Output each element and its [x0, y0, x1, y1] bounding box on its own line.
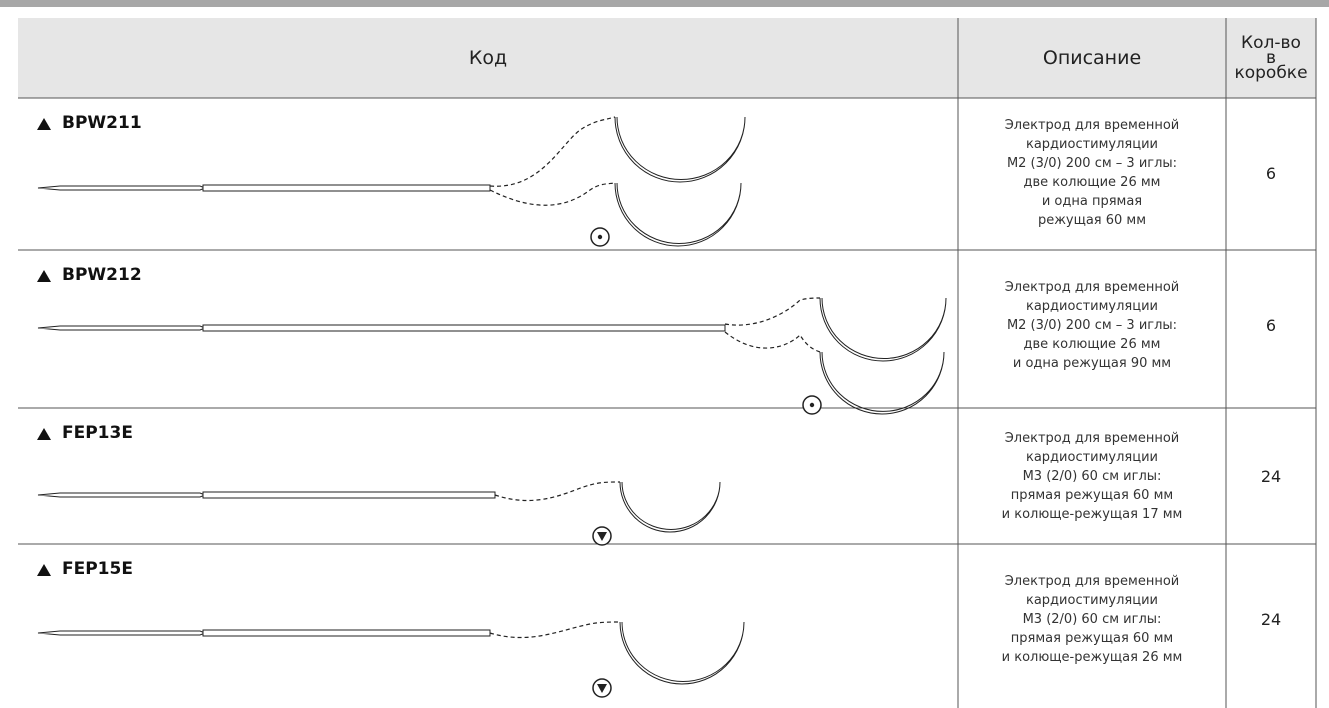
header-text: коробке — [1234, 62, 1308, 83]
description-line: прямая режущая 60 мм — [1010, 487, 1174, 503]
description-line: и колюще-режущая 26 мм — [1001, 649, 1183, 665]
description-line: M2 (3/0) 200 см – 3 иглы: — [1006, 156, 1178, 171]
product-code: BPW212 — [62, 265, 142, 285]
description-line: и колюще-режущая 17 мм — [1001, 506, 1183, 522]
description-line: M3 (2/0) 60 см иглы: — [1022, 611, 1162, 627]
needle-tip — [37, 325, 207, 331]
curved-needle — [819, 297, 947, 362]
description-line: Электрод для временной — [1004, 279, 1180, 295]
description-line: кардиостимуляции — [1025, 592, 1158, 608]
needle-tip — [37, 185, 207, 191]
quantity: 6 — [1226, 250, 1316, 400]
header-bg — [18, 18, 1316, 98]
curved-needle — [819, 351, 945, 415]
quantity-value: 6 — [1265, 163, 1277, 183]
description: Электрод для временной кардиостимуляции M3… — [958, 408, 1226, 544]
description-line: M3 (2/0) 60 см иглы: — [1022, 468, 1162, 484]
quantity: 6 — [1226, 98, 1316, 248]
suture — [489, 116, 616, 187]
product-code: FEP13E — [62, 423, 133, 443]
product-code: BPW211 — [62, 113, 142, 133]
needle-body — [202, 324, 726, 332]
needle-symbol-triangle — [597, 684, 607, 693]
curved-needle — [619, 481, 721, 533]
needle-tip — [37, 630, 207, 636]
suture — [489, 182, 616, 206]
description: Электрод для временной кардиостимуляции M2… — [958, 250, 1226, 400]
quantity: 24 — [1226, 544, 1316, 694]
header-text: Код — [468, 47, 508, 69]
description-line: кардиостимуляции — [1025, 298, 1158, 314]
description-line: Электрод для временной — [1004, 573, 1180, 589]
curved-needle — [614, 116, 746, 183]
quantity-value: 6 — [1265, 315, 1277, 335]
needle-tip — [37, 492, 207, 498]
description-line: режущая 60 мм — [1037, 213, 1147, 228]
suture — [489, 621, 621, 639]
description-line: две колющие 26 мм — [1023, 175, 1161, 190]
description: Электрод для временной кардиостимуляции M2… — [958, 98, 1226, 248]
product-code: FEP15E — [62, 559, 133, 579]
needle-body — [202, 184, 491, 192]
description: Электрод для временной кардиостимуляции M3… — [958, 544, 1226, 694]
needle-symbol-dot — [809, 402, 815, 408]
quantity-value: 24 — [1260, 466, 1282, 486]
description-line: кардиостимуляции — [1025, 137, 1158, 152]
suture — [494, 481, 621, 502]
marker-triangle — [37, 118, 51, 130]
needle-symbol-dot — [597, 234, 603, 240]
header-text: Кол-во — [1241, 32, 1301, 53]
description-line: и одна прямая — [1041, 194, 1143, 209]
description-line: прямая режущая 60 мм — [1010, 630, 1174, 646]
quantity-value: 24 — [1260, 609, 1282, 629]
description-line: и одна режущая 90 мм — [1012, 355, 1172, 371]
curved-needle — [619, 621, 745, 685]
suture — [724, 297, 821, 326]
needle-body — [202, 629, 491, 637]
description-line: Электрод для временной — [1004, 430, 1180, 446]
description-line: кардиостимуляции — [1025, 449, 1158, 465]
marker-triangle — [37, 428, 51, 440]
header-code: Код — [18, 18, 958, 98]
quantity: 24 — [1226, 408, 1316, 544]
header-text: Описание — [1042, 47, 1142, 69]
header-description: Описание — [958, 18, 1226, 98]
description-line: две колющие 26 мм — [1023, 336, 1161, 352]
top-bar — [0, 0, 1329, 7]
needle-symbol-triangle — [597, 532, 607, 541]
curved-needle — [614, 182, 742, 247]
header-quantity: Кол-во в коробке — [1226, 18, 1316, 98]
description-line: M2 (3/0) 200 см – 3 иглы: — [1006, 317, 1178, 333]
marker-triangle — [37, 564, 51, 576]
needle-body — [202, 491, 496, 499]
header-text: в — [1265, 47, 1277, 68]
description-line: Электрод для временной — [1004, 118, 1180, 133]
suture — [724, 331, 821, 353]
marker-triangle — [37, 270, 51, 282]
